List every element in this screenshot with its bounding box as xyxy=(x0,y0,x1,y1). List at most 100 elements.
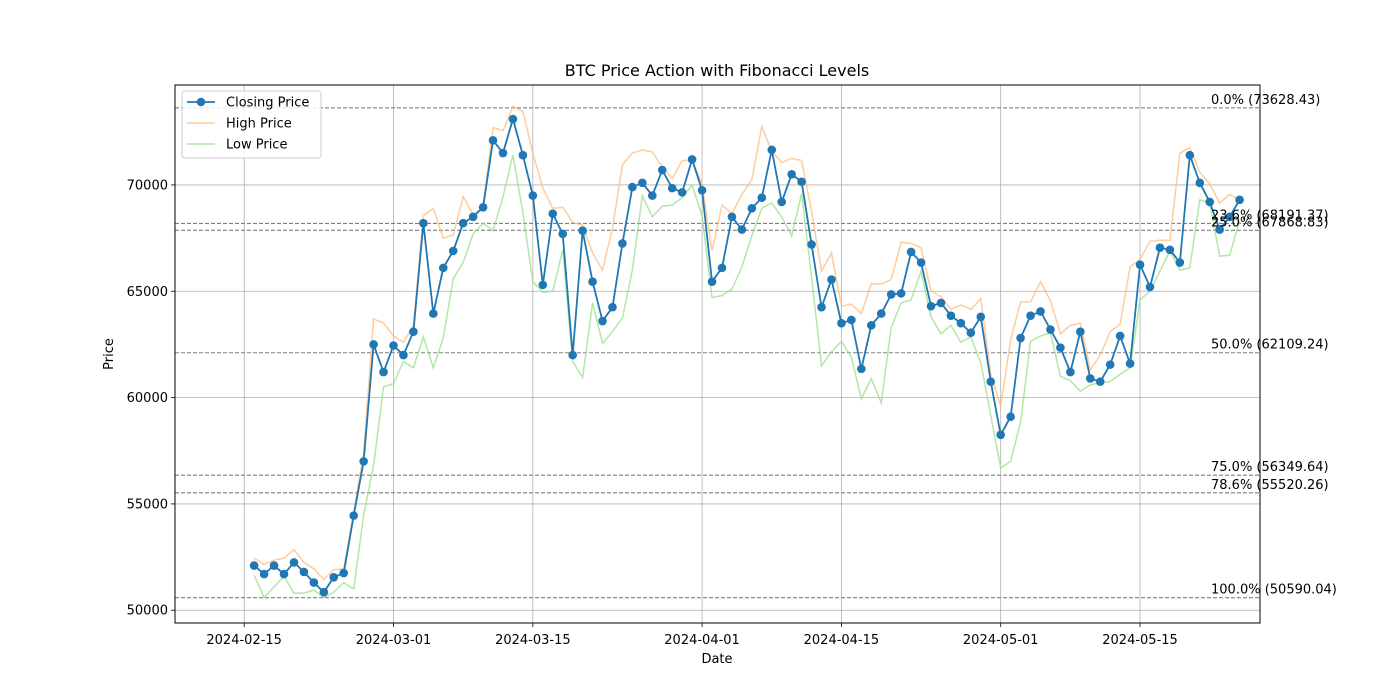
fib-level-label: 100.0% (50590.04) xyxy=(1211,583,1337,598)
closing-price-point xyxy=(936,298,946,308)
chart-title: BTC Price Action with Fibonacci Levels xyxy=(565,61,869,80)
legend-high-price-label: High Price xyxy=(226,117,292,132)
closing-price-point xyxy=(369,340,378,349)
closing-price-point xyxy=(1195,178,1205,188)
closing-price-point xyxy=(498,148,508,158)
closing-price-point xyxy=(299,567,309,577)
closing-price-point xyxy=(1225,212,1234,222)
fib-level-label: 23.6% (68191.37) xyxy=(1211,208,1329,223)
closing-price-line xyxy=(253,115,1241,594)
closing-price-point xyxy=(847,315,856,325)
closing-price-point xyxy=(638,178,647,188)
closing-price-point xyxy=(458,218,468,228)
closing-price-point xyxy=(429,309,438,318)
closing-price-point xyxy=(349,511,358,520)
fib-level-label: 25.0% (67868.83) xyxy=(1211,215,1329,230)
closing-price-point xyxy=(837,318,846,328)
low-price-line xyxy=(253,154,1241,599)
closing-price-point xyxy=(319,587,329,597)
closing-price-point xyxy=(1066,367,1075,377)
closing-price-point xyxy=(538,280,548,290)
closing-price-point xyxy=(797,177,806,187)
closing-price-point xyxy=(289,558,299,567)
closing-price-point xyxy=(717,263,727,273)
closing-price-point xyxy=(588,277,597,286)
x-tick-label: 2024-03-01 xyxy=(356,633,432,648)
legend-closing-price-marker xyxy=(196,97,206,107)
fib-level-label: 78.6% (55520.26) xyxy=(1211,478,1329,493)
closing-price-point xyxy=(707,277,717,286)
closing-price-point xyxy=(568,350,577,360)
legend-closing-price-label: Closing Price xyxy=(226,96,309,111)
closing-price-point xyxy=(1145,282,1155,292)
closing-price-point xyxy=(677,188,687,197)
y-tick-label: 70000 xyxy=(127,178,168,193)
closing-price-point xyxy=(399,350,408,360)
x-tick-label: 2024-05-01 xyxy=(963,633,1039,648)
closing-price-point xyxy=(757,193,767,203)
closing-price-point xyxy=(787,170,796,179)
closing-price-point xyxy=(916,258,926,267)
closing-price-point xyxy=(1165,245,1175,255)
legend: Closing Price High Price Low Price xyxy=(181,90,322,159)
closing-price-point xyxy=(817,302,826,312)
closing-price-point xyxy=(996,430,1005,440)
closing-price-point xyxy=(1175,258,1185,267)
closing-price-point xyxy=(926,301,936,311)
closing-price-point xyxy=(1105,360,1115,369)
closing-price-point xyxy=(866,320,876,330)
closing-price-point xyxy=(1185,150,1195,160)
closing-price-point xyxy=(697,185,707,195)
closing-price-point xyxy=(648,191,657,200)
closing-price-point xyxy=(827,275,836,284)
closing-price-point xyxy=(956,318,966,328)
closing-price-point xyxy=(767,145,777,155)
closing-price-point xyxy=(1085,374,1095,383)
closing-price-point xyxy=(737,225,747,234)
x-tick-label: 2024-05-15 xyxy=(1102,633,1178,648)
closing-price-point xyxy=(628,182,637,192)
plot-area: 0.0% (73628.43) 23.6% (68191.37)25.0% (67… xyxy=(127,84,1337,648)
closing-price-point xyxy=(1135,260,1145,269)
legend-low-price-label: Low Price xyxy=(226,138,287,153)
closing-price-point xyxy=(876,309,886,318)
closing-price-point xyxy=(309,578,319,587)
closing-price-point xyxy=(409,327,418,336)
closing-price-point xyxy=(279,569,289,579)
closing-price-point xyxy=(488,135,498,145)
closing-price-point xyxy=(1036,307,1045,316)
x-tick-label: 2024-03-15 xyxy=(495,633,571,648)
closing-price-point xyxy=(896,289,906,298)
closing-price-point xyxy=(986,377,996,386)
closing-price-point xyxy=(1016,333,1025,343)
fib-level-label: 50.0% (62109.24) xyxy=(1211,338,1329,353)
closing-price-point xyxy=(886,290,896,299)
closing-price-point xyxy=(1056,343,1065,352)
closing-price-point xyxy=(618,239,627,248)
y-tick-label: 55000 xyxy=(127,497,168,512)
closing-price-point xyxy=(389,341,398,350)
legend-box xyxy=(181,90,322,159)
closing-price-point xyxy=(468,212,478,222)
x-axis-label: Date xyxy=(701,652,732,667)
closing-price-point xyxy=(727,212,737,222)
y-tick-label: 65000 xyxy=(127,285,168,300)
closing-price-point xyxy=(578,226,587,235)
x-tick-label: 2024-02-15 xyxy=(206,633,282,648)
closing-price-point xyxy=(249,561,259,570)
closing-price-point xyxy=(747,204,757,213)
closing-price-point xyxy=(1046,325,1055,334)
closing-price-point xyxy=(946,311,956,321)
closing-price-point xyxy=(478,202,488,212)
fib-level-label: 75.0% (56349.64) xyxy=(1211,460,1329,475)
closing-price-point xyxy=(1095,377,1105,386)
closing-price-point xyxy=(1155,243,1165,252)
closing-price-point xyxy=(906,247,916,257)
closing-price-point xyxy=(359,457,368,466)
closing-price-point xyxy=(667,183,677,193)
closing-price-point xyxy=(657,165,667,175)
x-tick-label: 2024-04-15 xyxy=(804,633,880,648)
x-tick-label: 2024-04-01 xyxy=(664,633,740,648)
closing-price-point xyxy=(777,197,787,207)
